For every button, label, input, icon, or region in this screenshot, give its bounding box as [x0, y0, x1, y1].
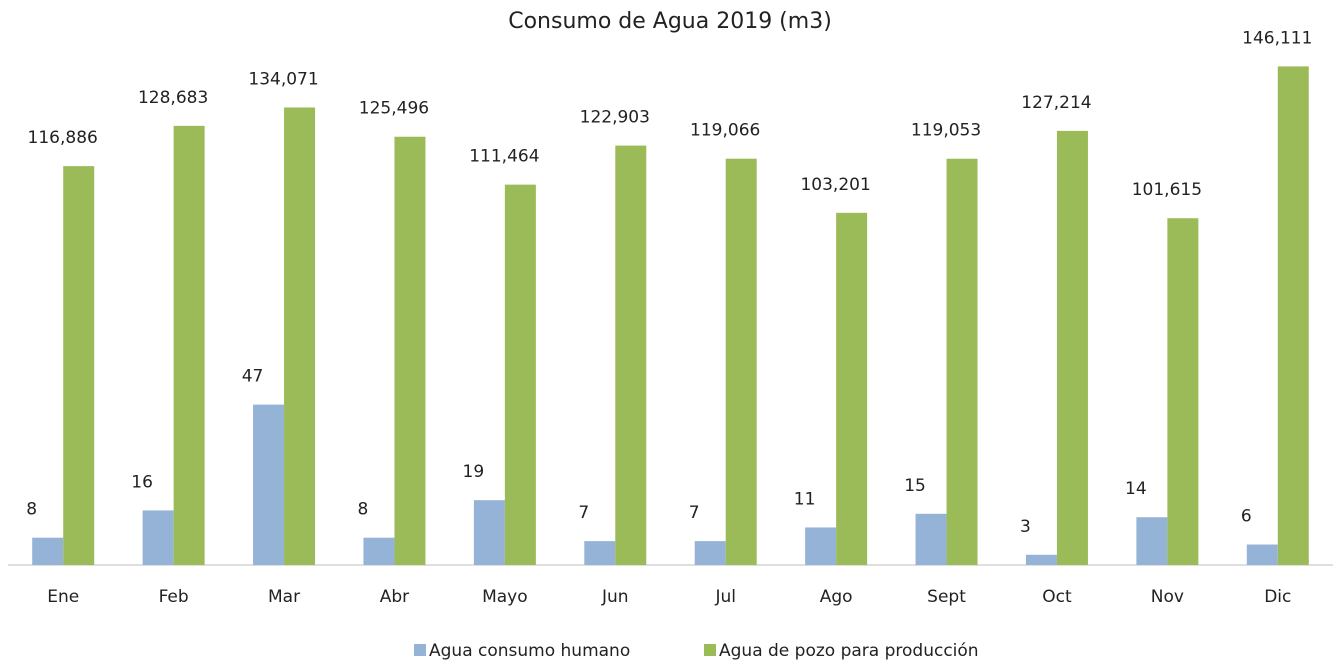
- data-label: 116,886: [28, 128, 98, 148]
- bar: [1246, 544, 1278, 565]
- data-label: 14: [1125, 479, 1147, 499]
- bar: [473, 500, 505, 565]
- bar: [1136, 517, 1168, 565]
- bar: [394, 136, 426, 565]
- x-tick-label: Oct: [1042, 587, 1072, 607]
- data-label: 127,214: [1021, 93, 1091, 113]
- bar: [1025, 554, 1057, 565]
- bar: [284, 107, 316, 565]
- bar: [504, 184, 536, 566]
- bar: [142, 510, 174, 565]
- data-label: 128,683: [138, 88, 208, 108]
- bar: [173, 125, 205, 565]
- bar: [1167, 218, 1199, 565]
- x-tick-label: Ene: [47, 587, 79, 607]
- data-label: 7: [578, 503, 589, 523]
- bar: [615, 145, 647, 565]
- bar: [946, 158, 978, 566]
- legend-swatch: [704, 644, 716, 656]
- x-tick-label: Jul: [714, 587, 736, 607]
- bar: [836, 212, 868, 565]
- x-tick-label: Abr: [380, 587, 409, 607]
- legend-label: Agua de pozo para producción: [719, 641, 979, 661]
- bar: [1277, 66, 1309, 565]
- x-tick-label: Ago: [820, 587, 853, 607]
- data-label: 134,071: [248, 69, 318, 89]
- bar: [584, 541, 616, 565]
- x-tick-label: Dic: [1264, 587, 1291, 607]
- data-label: 8: [26, 500, 37, 520]
- data-label: 119,066: [690, 121, 760, 141]
- data-label: 16: [131, 472, 153, 492]
- data-label: 47: [242, 367, 264, 387]
- bar: [915, 513, 947, 565]
- data-label: 11: [794, 489, 816, 509]
- data-label: 146,111: [1242, 28, 1312, 48]
- bar: [63, 166, 95, 565]
- bar: [1056, 130, 1088, 566]
- data-label: 19: [463, 462, 485, 482]
- bar: [32, 537, 64, 565]
- legend-swatch: [414, 644, 426, 656]
- x-tick-label: Mar: [268, 587, 300, 607]
- data-label: 3: [1020, 517, 1031, 537]
- data-label: 8: [358, 500, 369, 520]
- x-tick-label: Nov: [1151, 587, 1184, 607]
- bar: [253, 404, 285, 565]
- x-tick-label: Sept: [927, 587, 966, 607]
- data-label: 125,496: [359, 99, 429, 119]
- data-label: 6: [1241, 507, 1252, 527]
- data-label: 103,201: [800, 175, 870, 195]
- data-label: 15: [904, 476, 926, 496]
- bar: [725, 158, 757, 566]
- data-label: 111,464: [469, 147, 539, 167]
- data-label: 101,615: [1132, 180, 1202, 200]
- chart-title: Consumo de Agua 2019 (m3): [508, 9, 832, 34]
- data-label: 7: [689, 503, 700, 523]
- bar: [694, 541, 726, 565]
- data-label: 122,903: [580, 108, 650, 128]
- x-tick-label: Jun: [601, 587, 629, 607]
- x-tick-label: Feb: [159, 587, 189, 607]
- bar: [363, 537, 395, 565]
- legend-label: Agua consumo humano: [429, 641, 630, 661]
- data-label: 119,053: [911, 121, 981, 141]
- x-tick-label: Mayo: [482, 587, 528, 607]
- bar: [805, 527, 837, 565]
